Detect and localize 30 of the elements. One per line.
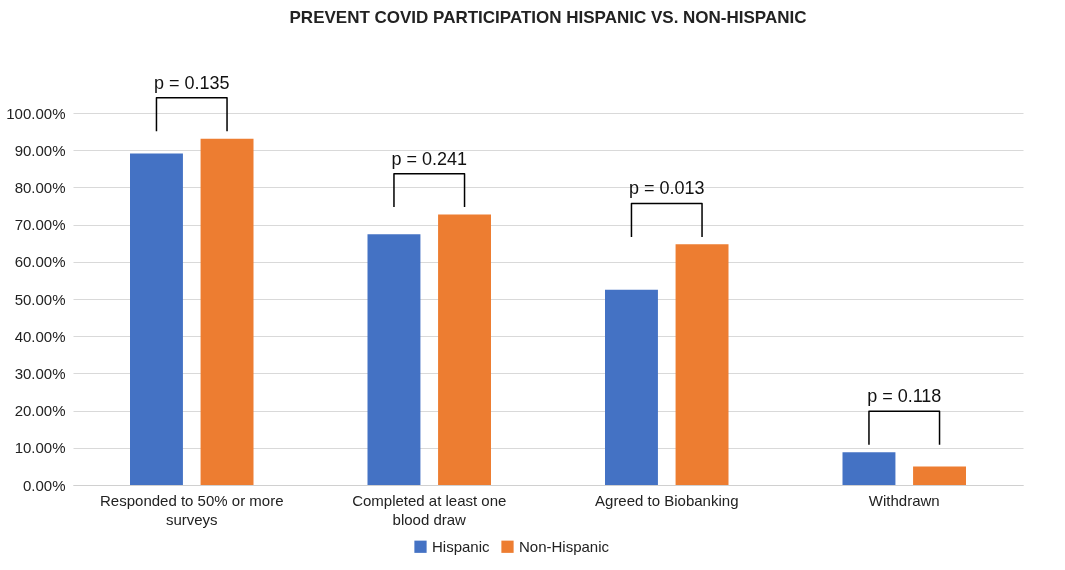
bar: [200, 138, 254, 485]
y-tick-label: 40.00%: [14, 327, 66, 345]
y-tick-label: 10.00%: [14, 439, 66, 457]
x-tick-label: Agreed to Biobanking: [595, 491, 739, 509]
x-tick-label: Responded to 50% or more surveys: [100, 491, 284, 528]
bar: [130, 153, 183, 485]
legend-label: Non-Hispanic: [519, 537, 610, 555]
y-tick-label: 30.00%: [14, 364, 66, 382]
y-tick-label: 50.00%: [14, 290, 66, 308]
annotation: p = 0.013: [628, 178, 705, 199]
bar: [438, 214, 491, 485]
x-tick-label: Withdrawn: [868, 491, 940, 509]
y-tick-label: 70.00%: [14, 216, 66, 234]
y-tick-label: 100.00%: [6, 104, 66, 122]
legend-label: Hispanic: [432, 537, 491, 555]
y-tick-label: 0.00%: [22, 476, 66, 494]
x-tick-label: Completed at least one blood draw: [352, 491, 507, 528]
y-tick-label: 60.00%: [14, 253, 66, 271]
y-tick-label: 80.00%: [14, 178, 66, 196]
bar: [842, 452, 896, 485]
bar: [913, 466, 966, 485]
text: p = 0.135: [153, 72, 230, 93]
bar: [675, 244, 729, 485]
annotation: p = 0.118: [867, 386, 942, 407]
annotation: p = 0.241: [391, 148, 468, 169]
bar: [367, 234, 421, 485]
y-tick-label: 90.00%: [14, 141, 66, 159]
y-tick-label: 20.00%: [14, 402, 66, 420]
bar: [605, 289, 658, 485]
chart-title: PREVENT COVID PARTICIPATION HISPANIC VS. NON-HISPANIC: [289, 7, 807, 27]
